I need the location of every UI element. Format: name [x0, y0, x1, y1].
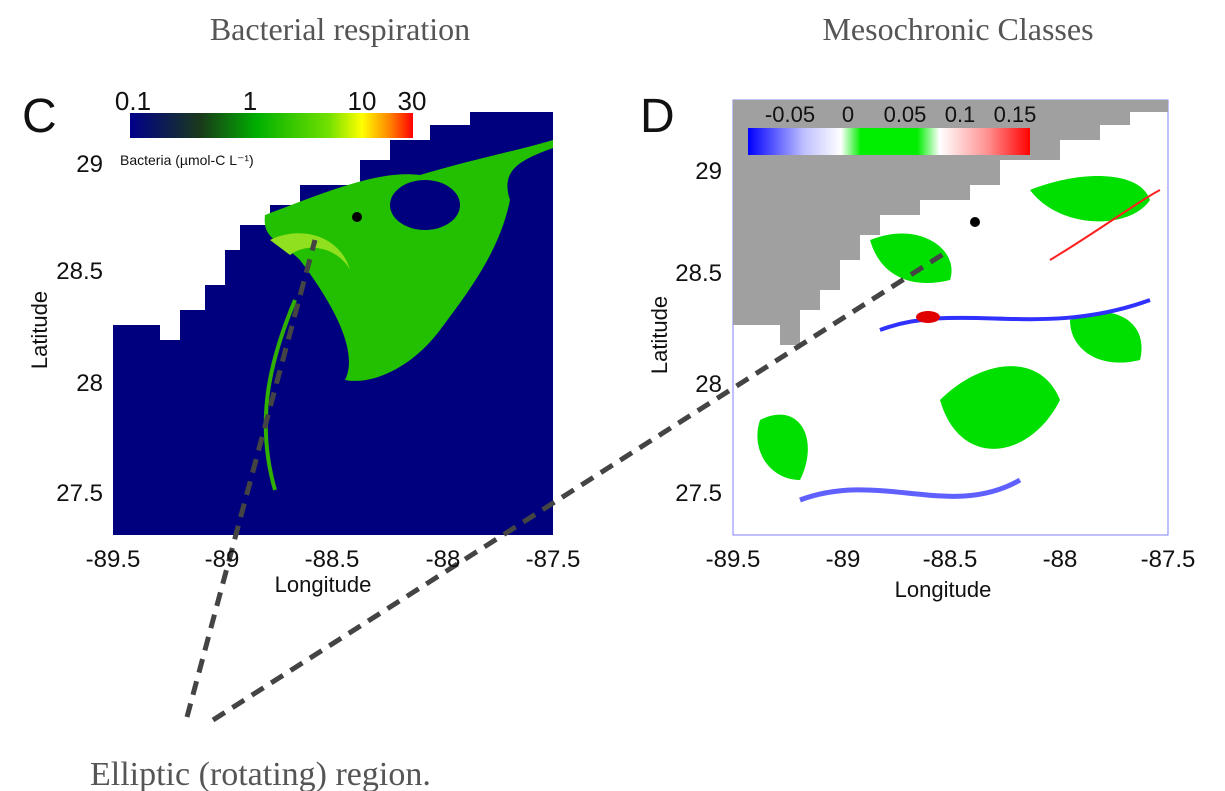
colorbar-tick-label: 0.05: [884, 102, 927, 127]
x-tick-label: -87.5: [526, 546, 581, 573]
y-axis-label: Latitude: [27, 291, 52, 369]
marker: [352, 212, 362, 222]
connector: [184, 239, 318, 718]
colorbar-tick-label: 0: [842, 102, 854, 127]
panel-letter: D: [640, 90, 675, 143]
panel-title: Bacterial respiration: [210, 11, 470, 47]
x-tick-label: -89.5: [706, 546, 761, 573]
colorbar-caption: Bacteria (µmol-C L⁻¹): [120, 152, 254, 168]
x-tick-label: -89: [826, 546, 861, 573]
y-tick-label: 28.5: [56, 258, 103, 285]
colorbar-tick-label: 10: [348, 86, 377, 116]
x-axis-label: Longitude: [275, 572, 372, 597]
colorbar-tick-label: 0.1: [115, 86, 151, 116]
y-tick-label: 28.5: [675, 260, 722, 287]
colorbar-tick-label: -0.05: [765, 102, 815, 127]
panel-letter: C: [22, 90, 57, 143]
colorbar-tick-label: 30: [398, 86, 427, 116]
y-tick-label: 28: [695, 371, 722, 398]
x-tick-label: -88.5: [923, 546, 978, 573]
y-axis-label: Latitude: [647, 296, 672, 374]
colorbar-tick-label: 0.1: [945, 102, 976, 127]
x-tick-label: -89.5: [86, 546, 141, 573]
annotation: Elliptic (rotating) region.: [90, 756, 431, 791]
colorbar-d: [748, 128, 1030, 155]
x-tick-label: -87.5: [1141, 546, 1196, 573]
y-tick-label: 28: [76, 370, 103, 397]
x-tick-label: -88: [1043, 546, 1078, 573]
y-tick-label: 29: [76, 151, 103, 178]
y-tick-label: 29: [695, 158, 722, 185]
map-c: [113, 100, 553, 535]
map-d: [732, 99, 1169, 536]
x-axis-label: Longitude: [895, 577, 992, 602]
x-tick-label: -89: [205, 546, 240, 573]
colorbar-tick-label: 0.15: [994, 102, 1037, 127]
y-tick-label: 27.5: [675, 480, 722, 507]
panel-title: Mesochronic Classes: [822, 11, 1093, 47]
x-tick-label: -88.5: [305, 546, 360, 573]
colorbar-tick-label: 1: [243, 86, 257, 116]
colorbar-c: [130, 113, 413, 138]
y-tick-label: 27.5: [56, 480, 103, 507]
connector: [211, 250, 947, 723]
marker: [970, 217, 980, 227]
x-tick-label: -88: [426, 546, 461, 573]
